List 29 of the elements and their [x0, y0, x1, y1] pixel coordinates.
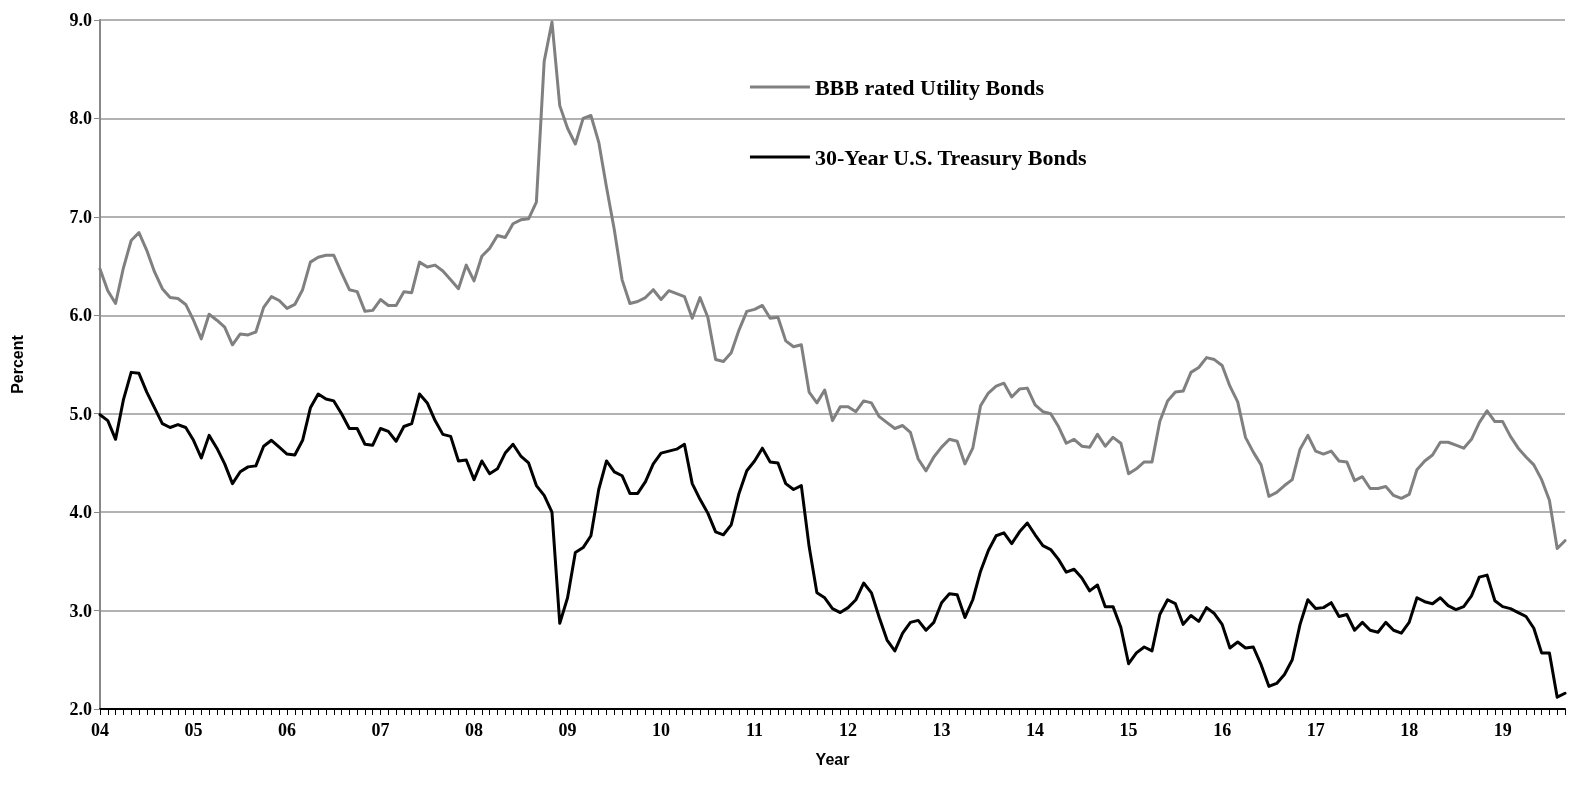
- y-tick-label: 3.0: [69, 600, 92, 621]
- y-tick-label: 8.0: [69, 108, 92, 129]
- x-tick-label: 06: [278, 720, 297, 740]
- y-tick-label: 5.0: [69, 403, 92, 424]
- x-tick-label: 11: [746, 720, 764, 740]
- x-tick-label: 13: [932, 720, 951, 740]
- y-tick-label: 7.0: [69, 206, 92, 227]
- x-tick-label: 15: [1119, 720, 1138, 740]
- legend-label: 30-Year U.S. Treasury Bonds: [814, 144, 1087, 170]
- x-tick-label: 12: [839, 720, 858, 740]
- y-tick-label: 9.0: [69, 10, 92, 30]
- x-tick-label: 05: [184, 720, 203, 740]
- x-tick-label: 10: [652, 720, 671, 740]
- x-tick-label: 14: [1026, 720, 1045, 740]
- x-tick-label: 18: [1400, 720, 1419, 740]
- x-tick-label: 19: [1493, 720, 1512, 740]
- x-tick-label: 08: [465, 720, 484, 740]
- y-axis-title: Percent: [8, 334, 26, 394]
- x-tick-label: 17: [1306, 720, 1325, 740]
- x-tick-label: 04: [91, 720, 109, 740]
- y-tick-label: 4.0: [69, 502, 92, 523]
- x-axis-title: Year: [815, 750, 850, 768]
- y-tick-label: 2.0: [69, 699, 92, 719]
- x-tick-label: 16: [1213, 720, 1232, 740]
- y-tick-label: 6.0: [69, 305, 92, 326]
- x-tick-label: 07: [371, 720, 390, 740]
- x-tick-label: 09: [558, 720, 577, 740]
- legend-label: BBB rated Utility Bonds: [814, 74, 1045, 100]
- line-series: [98, 370, 1567, 699]
